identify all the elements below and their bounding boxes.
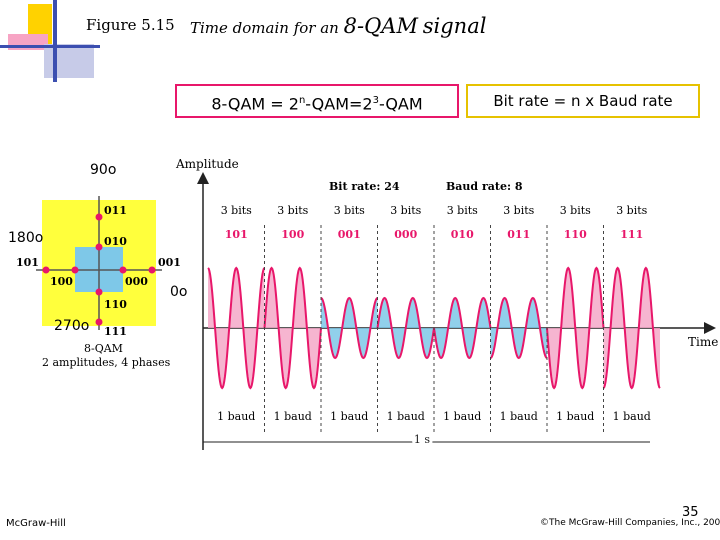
footer-copyright: ©The McGraw-Hill Companies, Inc., 2004 <box>540 518 720 528</box>
point-101 <box>42 266 50 274</box>
bits-label: 3 bits <box>503 204 534 217</box>
symbol-wave <box>263 266 322 390</box>
symbol-wave <box>602 266 661 390</box>
symbol-code-label: 100 <box>281 228 304 241</box>
constellation-subcaption: 2 amplitudes, 4 phases <box>42 356 171 369</box>
formula-sup-1: n <box>298 95 306 106</box>
bits-label: 3 bits <box>560 204 591 217</box>
bits-label: 3 bits <box>616 204 647 217</box>
label-100: 100 <box>50 275 73 288</box>
label-010: 010 <box>104 235 127 248</box>
symbol-code-label: 000 <box>394 228 417 241</box>
constellation-diagram: 011 010 101 100 000 001 110 111 8-QAM 2 … <box>16 196 181 369</box>
symbol-area <box>321 298 378 358</box>
time-label: Time <box>688 335 718 349</box>
caption-suffix: signal <box>422 14 487 38</box>
label-101: 101 <box>16 256 39 269</box>
label-000: 000 <box>125 275 148 288</box>
signal-waveform <box>207 225 661 435</box>
point-100 <box>71 266 79 274</box>
bit-rate-label: Bit rate: 24 <box>329 180 400 193</box>
duration-label: 1 s <box>414 433 430 446</box>
baud-label: 1 baud <box>387 410 425 423</box>
symbol-code-label: 010 <box>451 228 474 241</box>
baud-rate-label: Baud rate: 8 <box>446 180 523 193</box>
baud-label: 1 baud <box>330 410 368 423</box>
point-111 <box>95 318 103 326</box>
footer-publisher: McGraw-Hill <box>6 518 66 529</box>
chart-labels: 3 bits 101 1 baud 3 bits 100 1 baud 3 bits 001 1… <box>217 204 651 423</box>
symbol-area <box>603 268 660 388</box>
baud-label: 1 baud <box>613 410 651 423</box>
bits-label: 3 bits <box>277 204 308 217</box>
caption-big: 8-QAM <box>343 14 418 38</box>
symbol-code-label: 110 <box>564 228 587 241</box>
angle-90-label: 90o <box>90 162 117 178</box>
baud-label: 1 baud <box>556 410 594 423</box>
bitrate-box: Bit rate = n x Baud rate <box>466 84 700 118</box>
formula-part-1: 8-QAM = 2 <box>211 94 299 114</box>
symbol-wave <box>490 296 548 360</box>
angle-0-label: 0o <box>170 284 188 300</box>
angle-180-label: 180o <box>8 230 44 246</box>
baud-label: 1 baud <box>443 410 481 423</box>
formula-part-2: -QAM=2 <box>305 94 373 114</box>
symbol-wave <box>546 266 605 390</box>
symbol-code-label: 011 <box>507 228 530 241</box>
symbol-code-label: 111 <box>620 228 643 241</box>
point-001 <box>148 266 156 274</box>
symbol-area <box>490 298 547 358</box>
figure-caption: Time domain for an 8-QAM signal <box>190 14 486 38</box>
corner-decoration <box>0 0 100 82</box>
symbol-wave <box>376 296 435 360</box>
point-110 <box>95 288 103 296</box>
formula-box: 8-QAM = 2n-QAM=23-QAM <box>175 84 459 118</box>
caption-prefix: Time domain for an <box>190 19 339 37</box>
symbol-wave <box>320 296 378 360</box>
angle-270-label: 270o <box>54 318 90 334</box>
point-010 <box>95 243 103 251</box>
symbol-wave <box>207 266 266 390</box>
baud-label: 1 baud <box>274 410 312 423</box>
time-domain-chart: Amplitude Time Bit rate: 24 Baud rate: 8… <box>175 157 718 450</box>
formula-sup-2: 3 <box>372 95 379 106</box>
point-000 <box>119 266 127 274</box>
label-110: 110 <box>104 298 127 311</box>
baud-label: 1 baud <box>500 410 538 423</box>
bits-label: 3 bits <box>447 204 478 217</box>
symbol-area <box>208 268 265 388</box>
label-001: 001 <box>158 256 181 269</box>
figure-number: Figure 5.15 <box>86 16 175 34</box>
page-number: 35 <box>682 505 699 520</box>
symbol-code-label: 101 <box>225 228 248 241</box>
amplitude-label: Amplitude <box>175 157 239 171</box>
bits-label: 3 bits <box>334 204 365 217</box>
bits-label: 3 bits <box>390 204 421 217</box>
label-111: 111 <box>104 325 127 338</box>
baud-label: 1 baud <box>217 410 255 423</box>
constellation-caption: 8-QAM <box>84 342 123 355</box>
label-011: 011 <box>104 204 127 217</box>
formula-part-3: -QAM <box>378 94 423 114</box>
bits-label: 3 bits <box>221 204 252 217</box>
symbol-wave <box>433 296 492 360</box>
symbol-code-label: 001 <box>338 228 361 241</box>
point-011 <box>95 213 103 221</box>
